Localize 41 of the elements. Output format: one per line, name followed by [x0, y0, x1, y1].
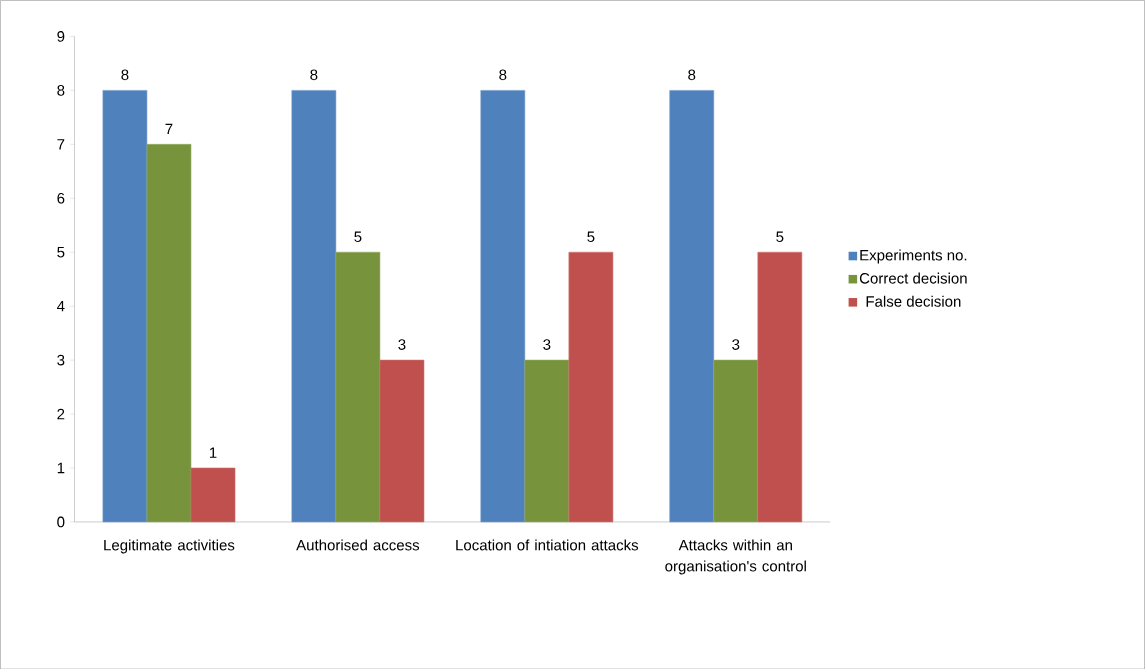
bar [568, 251, 614, 522]
y-tick-label: 3 [57, 354, 65, 366]
data-label: 8 [688, 69, 696, 80]
x-tick-label: Legitimate activities [104, 539, 235, 554]
x-tick-label: Attacks within an organisation's control [665, 539, 806, 575]
data-label: 8 [499, 69, 507, 80]
y-tick-label: 1 [57, 462, 65, 473]
data-label: 1 [209, 447, 217, 458]
bar [291, 89, 337, 522]
bar [102, 89, 148, 522]
bar [480, 89, 526, 522]
x-tick-label: Location of intiation attacks [456, 539, 639, 551]
y-tick-label: 4 [57, 300, 65, 312]
data-label: 3 [732, 339, 740, 350]
data-label: 5 [354, 231, 362, 242]
legend-label: Correct decision [859, 272, 967, 284]
data-label: 3 [398, 339, 406, 350]
x-tick-label: Authorised access [296, 539, 420, 551]
data-label: 3 [543, 339, 551, 350]
y-tick-label: 2 [57, 408, 65, 420]
bar [669, 89, 715, 522]
bar [524, 359, 570, 522]
legend-label: False decision [866, 295, 961, 307]
data-label: 8 [121, 69, 129, 80]
legend-label: Experiments no. [860, 249, 967, 264]
y-tick-label: 7 [57, 138, 65, 150]
y-tick-label: 0 [57, 516, 65, 528]
y-tick-label: 5 [57, 246, 65, 258]
bar [190, 467, 236, 522]
data-label: 8 [310, 69, 318, 80]
data-label: 5 [776, 231, 784, 242]
y-tick-label: 9 [57, 30, 65, 42]
data-label: 5 [587, 231, 595, 242]
y-tick-label: 8 [57, 84, 65, 96]
data-label: 7 [165, 123, 173, 134]
y-tick-label: 6 [57, 192, 65, 204]
bar [379, 359, 425, 522]
bar [713, 359, 759, 522]
bar [757, 251, 803, 522]
bar [335, 251, 381, 522]
bar [146, 143, 192, 522]
